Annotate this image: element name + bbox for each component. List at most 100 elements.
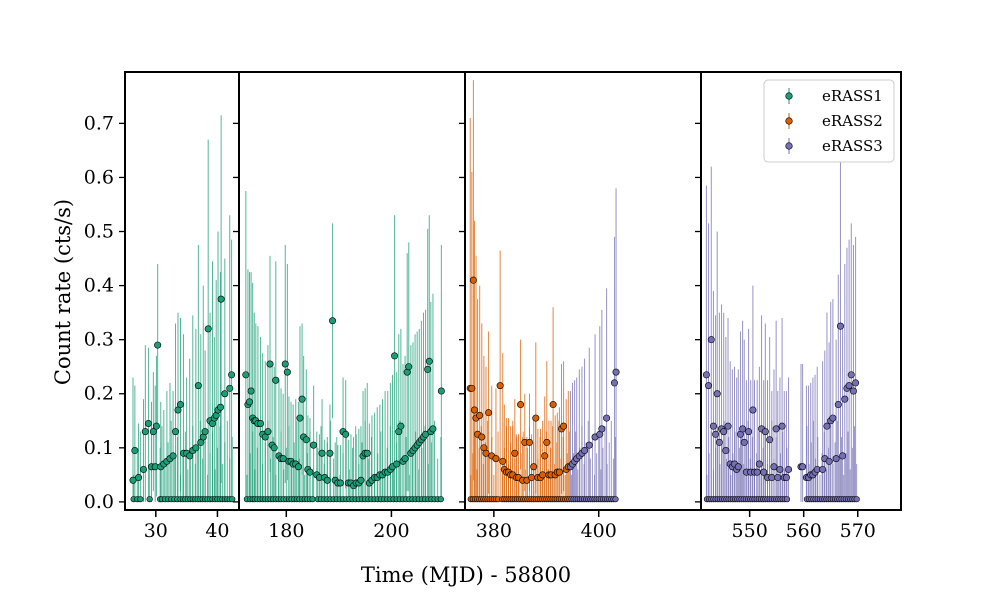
data-point — [323, 476, 331, 484]
y-tick-label: 0.4 — [84, 275, 114, 297]
panel-1-plot-area — [129, 115, 236, 503]
legend-box — [763, 79, 895, 163]
data-point — [306, 468, 314, 476]
data-point — [603, 414, 611, 422]
data-point — [528, 474, 536, 482]
data-point — [405, 363, 413, 371]
x-tick-label: 380 — [476, 520, 512, 542]
y-tick-label: 0.1 — [84, 437, 114, 459]
data-point — [832, 455, 840, 463]
data-point — [329, 317, 337, 325]
data-point — [302, 436, 310, 444]
data-point — [393, 460, 401, 468]
data-point — [702, 371, 710, 379]
data-point — [201, 428, 209, 436]
data-point — [221, 390, 229, 398]
data-point — [468, 384, 476, 392]
data-point — [852, 379, 860, 387]
data-point — [560, 422, 568, 430]
data-point — [194, 382, 202, 390]
legend-label: eRASS2 — [822, 112, 883, 130]
data-point — [549, 401, 557, 409]
data-point — [492, 455, 500, 463]
data-point — [204, 325, 212, 333]
data-point — [772, 425, 780, 433]
data-point — [424, 365, 432, 373]
data-point — [476, 411, 484, 419]
data-point — [734, 463, 742, 471]
data-point — [612, 496, 619, 503]
data-point — [169, 452, 177, 460]
data-point — [342, 430, 350, 438]
data-point — [469, 276, 477, 284]
panel-4-plot-area — [702, 131, 860, 503]
y-tick-label: 0.0 — [84, 491, 114, 513]
x-tick-label: 560 — [786, 520, 822, 542]
data-point — [229, 496, 236, 503]
data-point — [266, 360, 274, 368]
data-point — [585, 441, 593, 449]
data-point — [141, 428, 149, 436]
data-point — [129, 476, 137, 484]
data-point — [272, 376, 280, 384]
data-point — [715, 438, 723, 446]
data-point — [834, 401, 842, 409]
data-point — [753, 468, 761, 476]
data-point — [283, 368, 291, 376]
data-point — [496, 382, 504, 390]
data-point — [598, 425, 606, 433]
data-point — [499, 457, 507, 465]
x-tick-label: 570 — [840, 520, 876, 542]
data-point — [845, 382, 853, 390]
data-point — [539, 471, 547, 479]
panel-frame — [700, 71, 902, 511]
y-axis-label: Count rate (cts/s) — [51, 199, 75, 385]
data-point — [783, 496, 791, 503]
data-point — [146, 496, 153, 503]
legend: eRASS1 eRASS2 eRASS3 — [763, 79, 895, 163]
x-tick-label: 180 — [268, 520, 304, 542]
data-point — [397, 422, 405, 430]
data-point — [511, 449, 519, 457]
data-point — [336, 479, 344, 487]
y-tick-label: 0.6 — [84, 166, 114, 188]
data-point — [217, 403, 225, 411]
data-point — [705, 382, 713, 390]
data-point — [530, 463, 538, 471]
data-point — [839, 452, 847, 460]
data-point — [819, 465, 827, 473]
data-point — [612, 368, 620, 376]
data-point — [766, 436, 774, 444]
data-point — [152, 422, 160, 430]
x-tick-label: 400 — [581, 520, 617, 542]
data-point — [242, 371, 250, 379]
data-point — [825, 457, 833, 465]
data-point — [823, 422, 831, 430]
data-point — [774, 474, 782, 482]
panel-2-plot-area — [242, 190, 445, 503]
data-point — [776, 465, 784, 473]
data-point — [131, 447, 139, 455]
data-point — [137, 496, 144, 503]
data-point — [363, 449, 371, 457]
data-point — [853, 496, 860, 503]
panel-frame — [124, 71, 240, 511]
x-axis-label: Time (MJD) - 58800 — [361, 563, 571, 587]
x-tick-label: 200 — [373, 520, 409, 542]
data-point — [139, 465, 147, 473]
data-point — [709, 422, 717, 430]
data-point — [296, 414, 304, 422]
data-point — [707, 336, 715, 344]
data-point — [186, 452, 194, 460]
data-point — [470, 406, 478, 414]
data-point — [761, 428, 769, 436]
data-point — [610, 379, 618, 387]
data-point — [485, 409, 493, 417]
data-point — [847, 371, 855, 379]
data-point — [357, 476, 365, 484]
data-point — [309, 496, 316, 503]
y-tick-label: 0.2 — [84, 383, 114, 405]
data-point — [745, 428, 753, 436]
x-tick-label: 30 — [144, 520, 168, 542]
